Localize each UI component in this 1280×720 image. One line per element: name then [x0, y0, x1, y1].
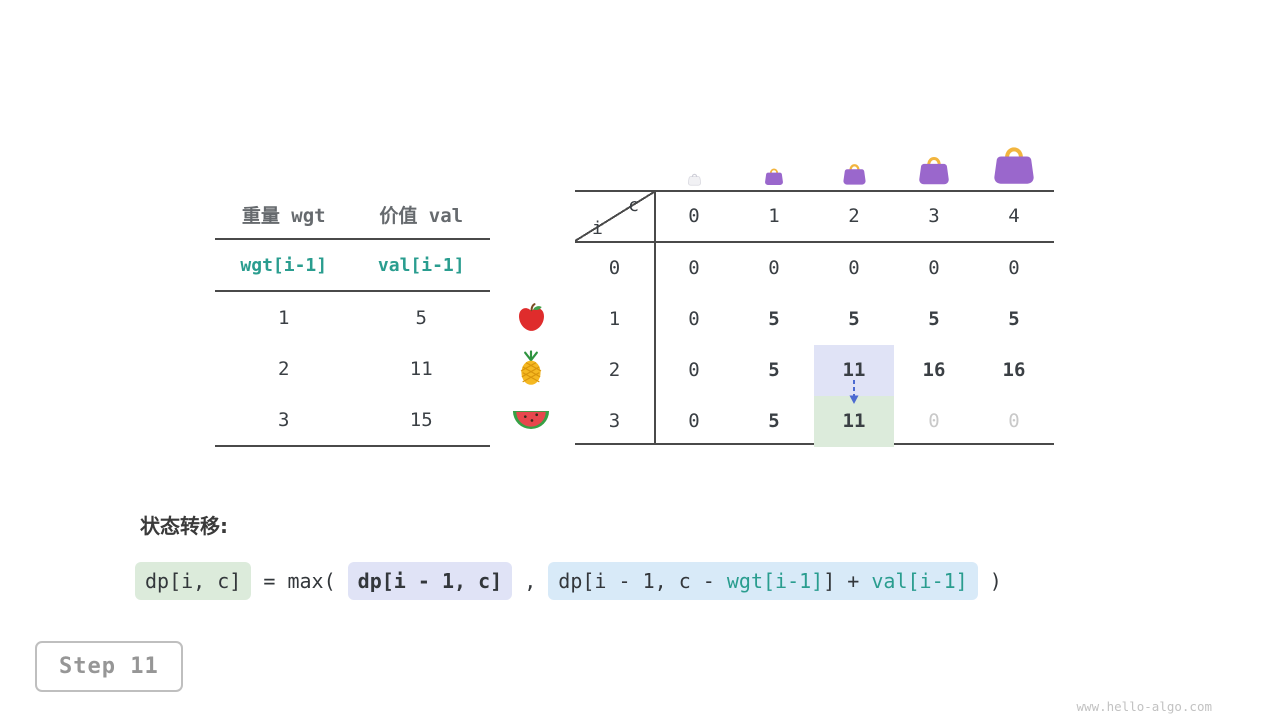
formula-chip: dp[i - 1, c] — [347, 562, 513, 600]
weight-column-header: 重量 wgt — [241, 204, 326, 227]
apple-icon — [516, 301, 547, 334]
dp-cell: 16 — [1002, 359, 1026, 381]
bag-icon — [841, 161, 868, 186]
dp-cell: 0 — [928, 257, 940, 279]
dp-cell: 5 — [768, 410, 780, 432]
item-weight: 3 — [278, 408, 290, 431]
formula-segment: dp[i, c] — [145, 569, 242, 593]
dp-cell: 16 — [922, 359, 946, 381]
watermelon-icon — [512, 406, 550, 433]
dp-cell: 0 — [928, 410, 940, 432]
dp-col-header: 0 — [688, 205, 700, 227]
bag-slot — [734, 166, 814, 186]
item-value: 11 — [409, 357, 433, 380]
bag-slot — [814, 161, 894, 186]
dp-table-header: c i 0 1 2 3 4 — [575, 192, 1054, 243]
dp-cell: 0 — [848, 257, 860, 279]
dp-row: 2 0 5 11 16 16 — [575, 345, 1054, 396]
formula-segment: ] + — [823, 569, 872, 593]
item-value: 5 — [415, 306, 427, 329]
item-icon-slot — [508, 343, 554, 394]
formula-text: , — [512, 569, 548, 593]
formula-segment: dp[i - 1, c - — [558, 569, 727, 593]
dp-cell: 0 — [688, 359, 700, 381]
step-label: Step 11 — [59, 654, 159, 679]
item-icon-slot — [508, 292, 554, 343]
dp-cell: 0 — [688, 308, 700, 330]
dp-cell: 0 — [1008, 257, 1020, 279]
formula-text: ) — [978, 569, 1002, 593]
bag-slot — [974, 142, 1054, 186]
col-var-label: c — [628, 195, 639, 216]
row-var-label: i — [592, 218, 603, 239]
formula-chip: dp[i, c] — [135, 562, 252, 600]
step-indicator: Step 11 — [35, 641, 183, 692]
formula-segment: , — [512, 569, 549, 593]
dp-cell: 5 — [768, 359, 780, 381]
item-weight: 1 — [278, 306, 290, 329]
dp-table-divider — [654, 192, 656, 443]
formula-segment: wgt[i-1] — [726, 569, 824, 593]
dp-row-label: 3 — [608, 410, 621, 432]
items-table-header: 重量 wgt 价值 val — [215, 190, 490, 240]
pineapple-icon — [516, 350, 546, 387]
dp-cell: 11 — [814, 396, 894, 447]
dp-cell: 5 — [848, 308, 860, 330]
dp-row-label: 1 — [608, 308, 621, 330]
items-table-rows: 1 5 2 11 3 15 — [215, 292, 490, 447]
dp-cell: 0 — [688, 410, 700, 432]
dp-col-header: 4 — [1008, 205, 1020, 227]
dp-corner-cell: c i — [575, 192, 654, 241]
items-table-row: 3 15 — [215, 394, 490, 445]
formula-text: = max( — [251, 569, 347, 593]
item-weight: 2 — [278, 357, 290, 380]
weight-var-label: wgt[i-1] — [240, 254, 328, 276]
dp-cell: 0 — [768, 257, 780, 279]
dp-cell: 5 — [928, 308, 940, 330]
dp-col-headers: 0 1 2 3 4 — [654, 192, 1054, 241]
dp-row: 3 0 5 11 0 0 — [575, 396, 1054, 447]
formula-segment: dp[i - 1, c] — [357, 569, 503, 593]
dp-col-header: 1 — [768, 205, 780, 227]
bag-slot — [654, 172, 734, 186]
dp-table-body: 0 0 0 0 0 0 1 0 5 5 5 5 2 0 5 11 16 16 3 0 5 11 0 0 — [575, 243, 1054, 447]
items-table: 重量 wgt 价值 val wgt[i-1] val[i-1] 1 5 2 11 3 15 — [215, 190, 490, 447]
state-transition-label: 状态转移: — [140, 514, 228, 538]
bag-icon — [763, 166, 785, 186]
formula-segment: val[i-1] — [871, 569, 968, 593]
item-icons-column — [508, 292, 554, 445]
dp-cell: 0 — [1008, 410, 1020, 432]
dp-row-label: 2 — [608, 359, 621, 381]
item-value: 15 — [409, 408, 433, 431]
value-column-header: 价值 val — [379, 204, 464, 227]
bag-icon — [916, 153, 952, 186]
bag-icon — [687, 172, 702, 186]
formula-segment: = max( — [251, 569, 348, 593]
site-watermark: www.hello-algo.com — [1076, 699, 1212, 714]
dp-cell: 5 — [1008, 308, 1020, 330]
formula-segment: ) — [977, 569, 1002, 593]
dp-cell: 11 — [814, 345, 894, 396]
dp-cell: 5 — [768, 308, 780, 330]
value-var-label: val[i-1] — [377, 254, 465, 276]
capacity-bags-row — [654, 136, 1054, 186]
transition-arrow-icon — [849, 380, 859, 404]
item-icon-slot — [508, 394, 554, 445]
dp-row-label: 0 — [608, 257, 621, 279]
state-transition-formula: dp[i, c] = max( dp[i - 1, c] , dp[i - 1,… — [135, 560, 1002, 602]
items-table-row: 2 11 — [215, 343, 490, 394]
dp-col-header: 3 — [928, 205, 940, 227]
bag-slot — [894, 153, 974, 186]
dp-row: 1 0 5 5 5 5 — [575, 294, 1054, 345]
dp-cell: 0 — [688, 257, 700, 279]
bag-icon — [990, 142, 1038, 186]
dp-col-header: 2 — [848, 205, 860, 227]
formula-chip: dp[i - 1, c - wgt[i-1]] + val[i-1] — [548, 562, 978, 600]
items-table-subheader: wgt[i-1] val[i-1] — [215, 240, 490, 292]
dp-row: 0 0 0 0 0 0 — [575, 243, 1054, 294]
dp-table: c i 0 1 2 3 4 0 0 0 0 0 0 1 0 5 5 5 5 2 0 5 11 16 16 3 0 5 11 0 0 — [575, 190, 1054, 447]
